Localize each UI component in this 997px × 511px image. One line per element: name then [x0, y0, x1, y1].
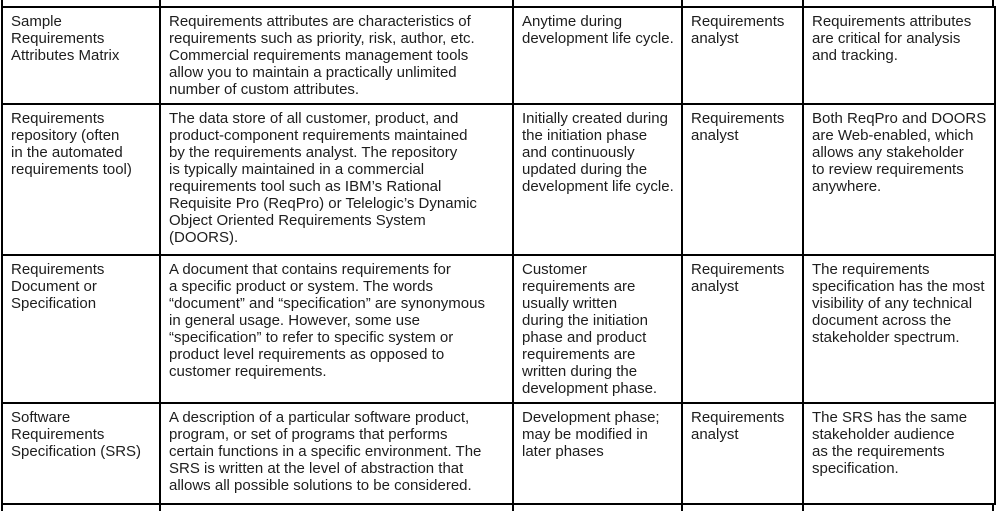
cell-description: A document that contains requirements fo…: [159, 254, 514, 404]
cell-artifact-name: Requirements repository (often in the au…: [1, 103, 161, 256]
column-rule-stub: [802, 504, 804, 511]
cell-description: Requirements attributes are characterist…: [159, 6, 514, 105]
requirements-artifacts-table: Sample Requirements Attributes Matrix Re…: [1, 6, 996, 505]
cell-role: Requirements analyst: [681, 6, 804, 105]
cell-comments: Both ReqPro and DOORS are Web-enabled, w…: [802, 103, 996, 256]
column-rule-stub: [159, 504, 161, 511]
cell-artifact-name: Software Requirements Specification (SRS…: [1, 402, 161, 505]
cell-timing: Customer requirements are usually writte…: [512, 254, 683, 404]
cell-artifact-name: Requirements Document or Specification: [1, 254, 161, 404]
column-rule-stub: [1, 0, 3, 7]
cell-timing: Anytime during development life cycle.: [512, 6, 683, 105]
table-row: Sample Requirements Attributes Matrix Re…: [1, 6, 996, 105]
cell-comments: The requirements specification has the m…: [802, 254, 996, 404]
cell-comments: The SRS has the same stakeholder audienc…: [802, 402, 996, 505]
column-rule-stub: [992, 0, 994, 7]
table-row: Software Requirements Specification (SRS…: [1, 402, 996, 505]
cell-role: Requirements analyst: [681, 402, 804, 505]
table-row: Requirements repository (often in the au…: [1, 103, 996, 256]
cell-comments: Requirements attributes are critical for…: [802, 6, 996, 105]
cell-role: Requirements analyst: [681, 254, 804, 404]
column-rule-stub: [512, 504, 514, 511]
table-row: Requirements Document or Specification A…: [1, 254, 996, 404]
column-rule-stub: [512, 0, 514, 7]
column-rule-stub: [159, 0, 161, 7]
column-rule-stub: [992, 504, 994, 511]
cell-role: Requirements analyst: [681, 103, 804, 256]
cell-description: The data store of all customer, product,…: [159, 103, 514, 256]
column-rule-stub: [1, 504, 3, 511]
column-rule-stub: [681, 504, 683, 511]
cell-timing: Development phase; may be modified in la…: [512, 402, 683, 505]
cell-timing: Initially created during the initiation …: [512, 103, 683, 256]
cell-artifact-name: Sample Requirements Attributes Matrix: [1, 6, 161, 105]
column-rule-stub: [802, 0, 804, 7]
cell-description: A description of a particular software p…: [159, 402, 514, 505]
column-rule-stub: [681, 0, 683, 7]
